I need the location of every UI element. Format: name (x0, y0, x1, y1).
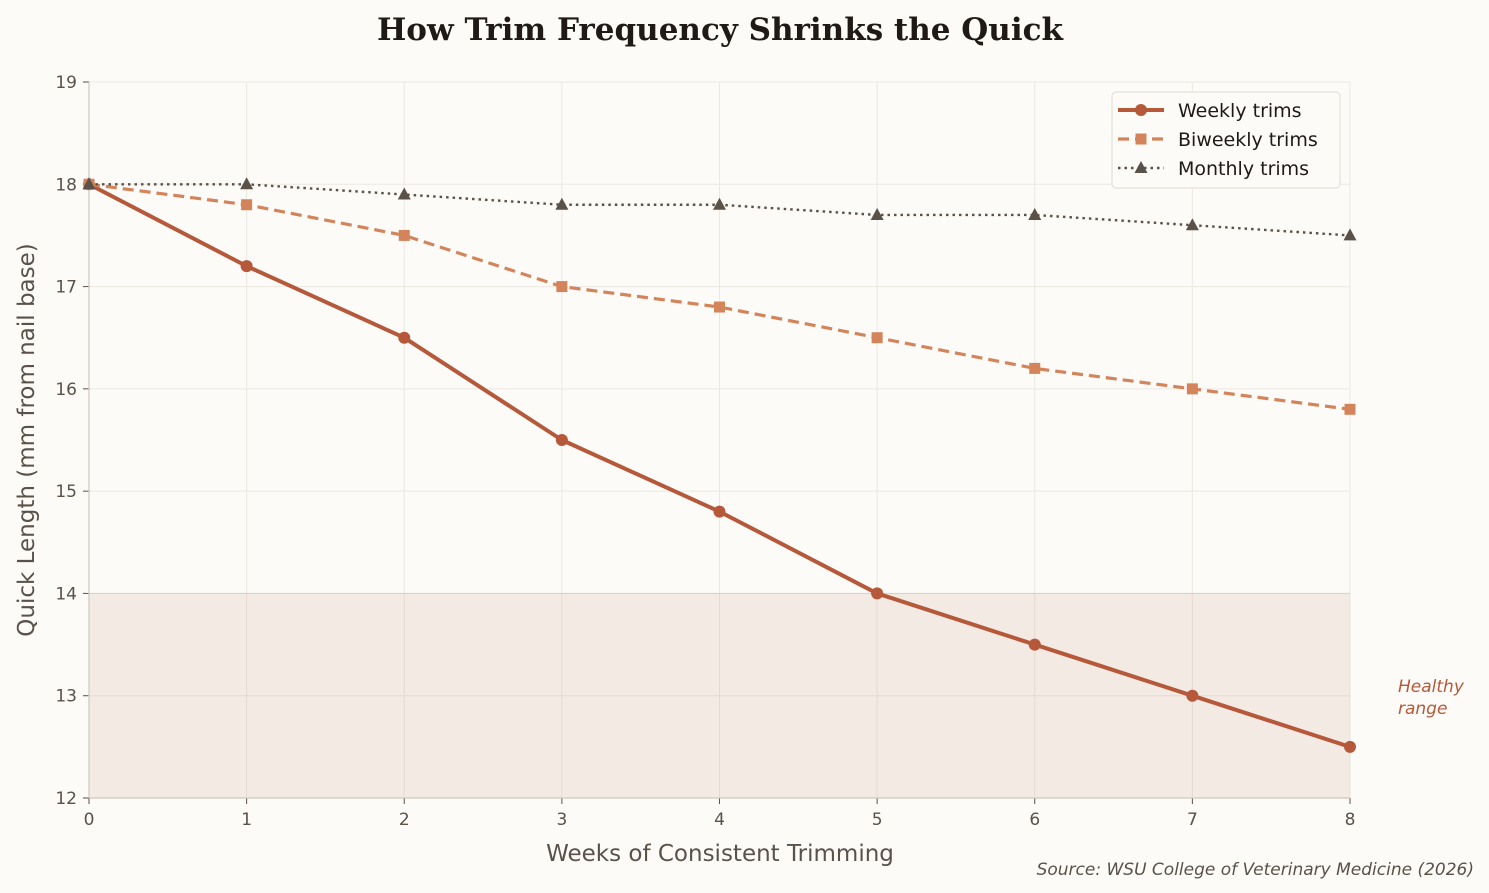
data-point (871, 587, 884, 600)
data-point (1343, 228, 1357, 241)
y-axis-label: Quick Length (mm from nail base) (14, 243, 40, 636)
data-point (240, 260, 253, 273)
y-tick-label: 18 (55, 175, 77, 195)
x-tick-label: 4 (714, 810, 725, 830)
legend: Weekly trims Biweekly trims Monthly trims (1111, 91, 1341, 189)
data-point (870, 207, 884, 220)
x-tick-label: 5 (872, 810, 883, 830)
data-point (240, 177, 254, 190)
data-point (1344, 403, 1356, 415)
grid (88, 81, 1351, 799)
series-weekly-trims (83, 178, 1356, 753)
data-point (398, 229, 410, 241)
data-point (397, 187, 411, 200)
band-label-line2: range (1398, 699, 1447, 719)
x-tick-label: 8 (1345, 810, 1356, 830)
series-monthly-trims (82, 177, 1357, 241)
data-point (241, 199, 253, 211)
data-point (714, 301, 725, 313)
data-point (1186, 689, 1199, 702)
y-tick-label: 16 (55, 380, 77, 400)
data-point (1186, 383, 1198, 395)
data-point (1028, 638, 1041, 651)
data-point (1029, 362, 1041, 374)
x-tick-label: 6 (1029, 810, 1040, 830)
y-tick-label: 15 (55, 482, 77, 502)
x-tick-label: 2 (399, 810, 410, 830)
y-tick-label: 12 (55, 789, 77, 809)
source-note: Source: WSU College of Veterinary Medici… (1037, 860, 1474, 880)
data-point (398, 331, 411, 344)
legend-label: Biweekly trims (1178, 129, 1318, 151)
legend-marker (1134, 161, 1148, 173)
legend-label: Monthly trims (1178, 158, 1309, 180)
data-point (1344, 740, 1356, 753)
x-tick-label: 7 (1187, 810, 1198, 830)
data-point (555, 197, 569, 210)
data-point (1185, 218, 1199, 231)
legend-marker (1135, 104, 1147, 116)
data-point (713, 197, 726, 210)
x-tick-label: 0 (84, 810, 95, 830)
x-tick-label: 3 (556, 810, 567, 830)
healthy-range-band (89, 593, 1350, 798)
data-point (713, 505, 726, 518)
series-group (82, 177, 1357, 753)
data-point (555, 434, 568, 446)
y-tick-label: 19 (55, 73, 77, 93)
data-point (871, 332, 883, 344)
data-point (556, 281, 568, 293)
data-point (82, 177, 96, 190)
data-point (1028, 207, 1042, 220)
y-tick-label: 14 (55, 584, 77, 604)
y-tick-label: 17 (55, 278, 77, 298)
x-tick-label: 1 (241, 810, 252, 830)
band-label-line1: Healthy (1398, 677, 1465, 697)
legend-label: Weekly trims (1178, 100, 1302, 122)
x-axis-label: Weeks of Consistent Trimming (546, 841, 894, 867)
legend-marker (1135, 133, 1147, 145)
y-tick-label: 13 (55, 687, 77, 707)
legend-box (1111, 91, 1341, 189)
series-line (88, 182, 1351, 411)
chart-title: How Trim Frequency Shrinks the Quick (377, 12, 1065, 48)
